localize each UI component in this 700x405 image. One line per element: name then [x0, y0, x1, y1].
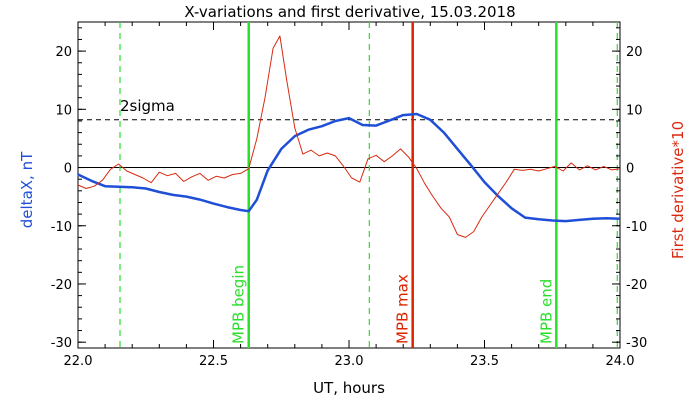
y-tick-label-left-0: -30: [51, 336, 72, 351]
y-tick-label-right-1: -20: [626, 278, 647, 293]
y-tick-label-left-1: -20: [51, 278, 72, 293]
sigma-label: 2sigma: [120, 97, 175, 115]
y-tick-label-right-5: 20: [626, 45, 643, 60]
x-axis-title: UT, hours: [313, 379, 385, 397]
x-tick-label-2: 23.0: [335, 354, 364, 369]
y-tick-label-right-2: -10: [626, 220, 647, 235]
y-tick-label-left-4: 10: [55, 103, 72, 118]
y-axis-title-right: First derivative*10: [669, 121, 687, 259]
x-tick-label-0: 22.0: [64, 354, 93, 369]
plot-layer: MPB begin MPB max MPB end 22.0 22.5 23.0 23.5 2…: [51, 21, 647, 369]
series-line-deltaX: [77, 112, 621, 223]
x-tick-label-3: 23.5: [470, 354, 499, 369]
y-tick-label-right-0: -30: [626, 336, 647, 351]
y-tick-label-left-3: 0: [64, 162, 72, 177]
chart-title: X-variations and first derivative, 15.03…: [184, 3, 515, 21]
x-tick-label-4: 24.0: [606, 354, 635, 369]
series-line-derivative: [77, 35, 621, 238]
y-tick-label-right-4: 10: [626, 103, 643, 118]
x-tick-label-1: 22.5: [199, 354, 228, 369]
marker-label-0: MPB begin: [230, 265, 248, 344]
y-tick-label-left-2: -10: [51, 220, 72, 235]
y-axis-title-left: deltaX, nT: [18, 151, 36, 228]
y-tick-label-right-3: 0: [626, 162, 634, 177]
y-tick-label-left-5: 20: [55, 45, 72, 60]
marker-label-2: MPB end: [537, 279, 555, 344]
marker-label-1: MPB max: [394, 274, 412, 344]
